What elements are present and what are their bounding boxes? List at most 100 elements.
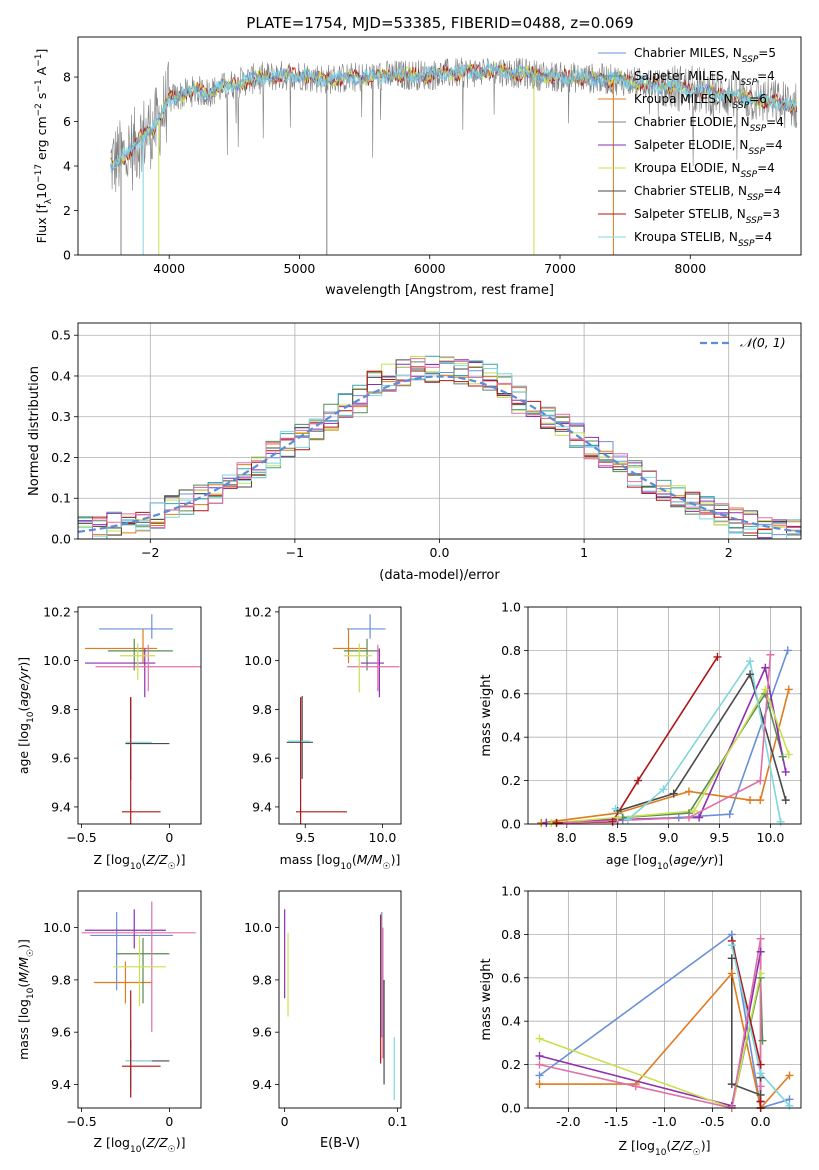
- label-part: −2: [34, 103, 44, 116]
- weight-marker: [761, 685, 770, 694]
- legend-sub: SSP: [733, 101, 750, 111]
- y-axis-label: age [log10(age/yr)]: [16, 657, 36, 774]
- weight-marker: [684, 813, 693, 822]
- x-tick-label: 7000: [544, 261, 576, 276]
- label-part: age [log: [16, 723, 31, 774]
- y-tick-label: 4: [63, 159, 71, 174]
- label-part: −1: [34, 79, 44, 92]
- plot-area-mass_weight_vs_age: [541, 650, 790, 824]
- label-part: (: [141, 1135, 146, 1150]
- legend-val: =4: [754, 230, 772, 244]
- weight-marker: [611, 804, 620, 813]
- weight-marker: [659, 785, 668, 794]
- label-part: Flux [f: [34, 204, 49, 244]
- y-tick-label: 0.8: [501, 643, 521, 658]
- figure-title: PLATE=1754, MJD=53385, FIBERID=0488, z=0…: [246, 14, 633, 32]
- label-part: )]: [176, 852, 186, 867]
- weight-marker: [756, 947, 765, 956]
- y-tick-label: 9.8: [51, 972, 71, 987]
- x-tick-label: -1.5: [604, 1114, 628, 1129]
- legend-text: Chabrier ELODIE, N: [634, 115, 750, 129]
- histogram-series-salpeter_stelib: [78, 366, 801, 539]
- y-tick-label: 0.3: [51, 409, 71, 424]
- label-part: )]: [713, 852, 723, 867]
- legend-entry: Chabrier STELIB, NSSP=4: [634, 184, 781, 203]
- label-part: 10: [130, 1145, 142, 1155]
- weight-marker: [756, 776, 765, 785]
- label-part: Z/Z: [145, 852, 168, 867]
- axes-frame: [527, 890, 802, 1109]
- histogram-series-pink: [78, 358, 801, 539]
- label-part: erg cm: [34, 116, 49, 164]
- legend-sub: SSP: [746, 216, 763, 226]
- y-tick-label: 0.6: [501, 970, 521, 985]
- x-tick-label: -2.0: [556, 1114, 580, 1129]
- legend-sub: SSP: [748, 147, 765, 157]
- weight-marker: [758, 1036, 767, 1045]
- x-axis-label: Z [log10(Z/Z☉)]: [94, 852, 186, 872]
- weight-marker: [781, 767, 790, 776]
- y-tick-label: 9.6: [252, 1025, 272, 1040]
- x-axis-label: Z [log10(Z/Z☉)]: [619, 1138, 711, 1158]
- x-tick-label: 5000: [284, 261, 316, 276]
- legend-text: Chabrier STELIB, N: [634, 184, 747, 198]
- x-axis-label: age [log10(age/yr)]: [606, 852, 723, 872]
- legend-text: Kroupa MILES, N: [634, 92, 733, 106]
- axes-frame: [77, 606, 202, 825]
- x-tick-label: 0.0: [751, 1114, 771, 1129]
- y-tick-label: 9.4: [51, 799, 71, 814]
- y-tick-label: 0.6: [501, 686, 521, 701]
- y-tick-label: 0.0: [501, 817, 521, 832]
- label-part: ☉: [26, 949, 36, 957]
- y-tick-label: 0.4: [501, 730, 521, 745]
- label-part: 10: [26, 987, 36, 999]
- x-axis-label: wavelength [Angstrom, rest frame]: [325, 283, 554, 298]
- weight-marker: [690, 806, 699, 815]
- weight-marker: [535, 1051, 544, 1060]
- label-part: (: [666, 1138, 671, 1153]
- label-part: ☉: [693, 1148, 701, 1158]
- y-tick-label: 0.2: [51, 450, 71, 465]
- weight-marker: [727, 969, 736, 978]
- weight-marker: [784, 750, 793, 759]
- x-tick-label: 0: [281, 1114, 289, 1129]
- label-part: Z/Z: [145, 1135, 168, 1150]
- y-tick-label: 10.2: [43, 604, 71, 619]
- weight-series-kroupa_miles: [541, 689, 790, 824]
- y-axis-label: Flux [fλ10−17 erg cm−2 s−1 A−1]: [34, 49, 54, 244]
- weight-marker: [778, 752, 787, 761]
- y-tick-label: 0.5: [51, 328, 71, 343]
- label-part: Z [log: [94, 852, 130, 867]
- weight-series-chabrier_stelib: [617, 672, 787, 812]
- label-part: s: [34, 93, 49, 104]
- model-spectrum-chabrier_miles: [110, 63, 797, 171]
- label-part: −1: [34, 54, 44, 67]
- weight-marker: [746, 796, 755, 805]
- label-part: 10: [130, 862, 142, 872]
- weight-marker: [634, 776, 643, 785]
- x-tick-label: −2: [141, 545, 159, 560]
- weight-marker: [784, 685, 793, 694]
- model-spectrum-kroupa_stelib: [110, 61, 798, 174]
- y-axis-label: mass weight: [479, 674, 494, 756]
- y-tick-label: 1.0: [501, 884, 521, 899]
- axes-frame: [278, 890, 402, 1109]
- plot-area-mass_vs_ebv: [284, 909, 395, 1101]
- label-part: ☉: [168, 862, 176, 872]
- y-tick-label: 6: [63, 114, 71, 129]
- legend-entry: Salpeter MILES, NSSP=4: [634, 69, 775, 88]
- label-part: )]: [391, 852, 401, 867]
- x-tick-label: 0.1: [388, 1114, 408, 1129]
- y-tick-label: 9.6: [51, 751, 71, 766]
- weight-marker: [684, 787, 693, 796]
- y-tick-label: 0.8: [501, 927, 521, 942]
- axes-frame: [527, 606, 802, 825]
- y-tick-label: 10.2: [244, 604, 272, 619]
- legend-sub: SSP: [742, 55, 759, 65]
- y-tick-label: 0.2: [501, 773, 521, 788]
- x-tick-label: 0: [165, 830, 173, 845]
- label-part: )]: [176, 1135, 186, 1150]
- y-tick-label: 0: [63, 248, 71, 263]
- y-tick-label: 0.0: [501, 1101, 521, 1116]
